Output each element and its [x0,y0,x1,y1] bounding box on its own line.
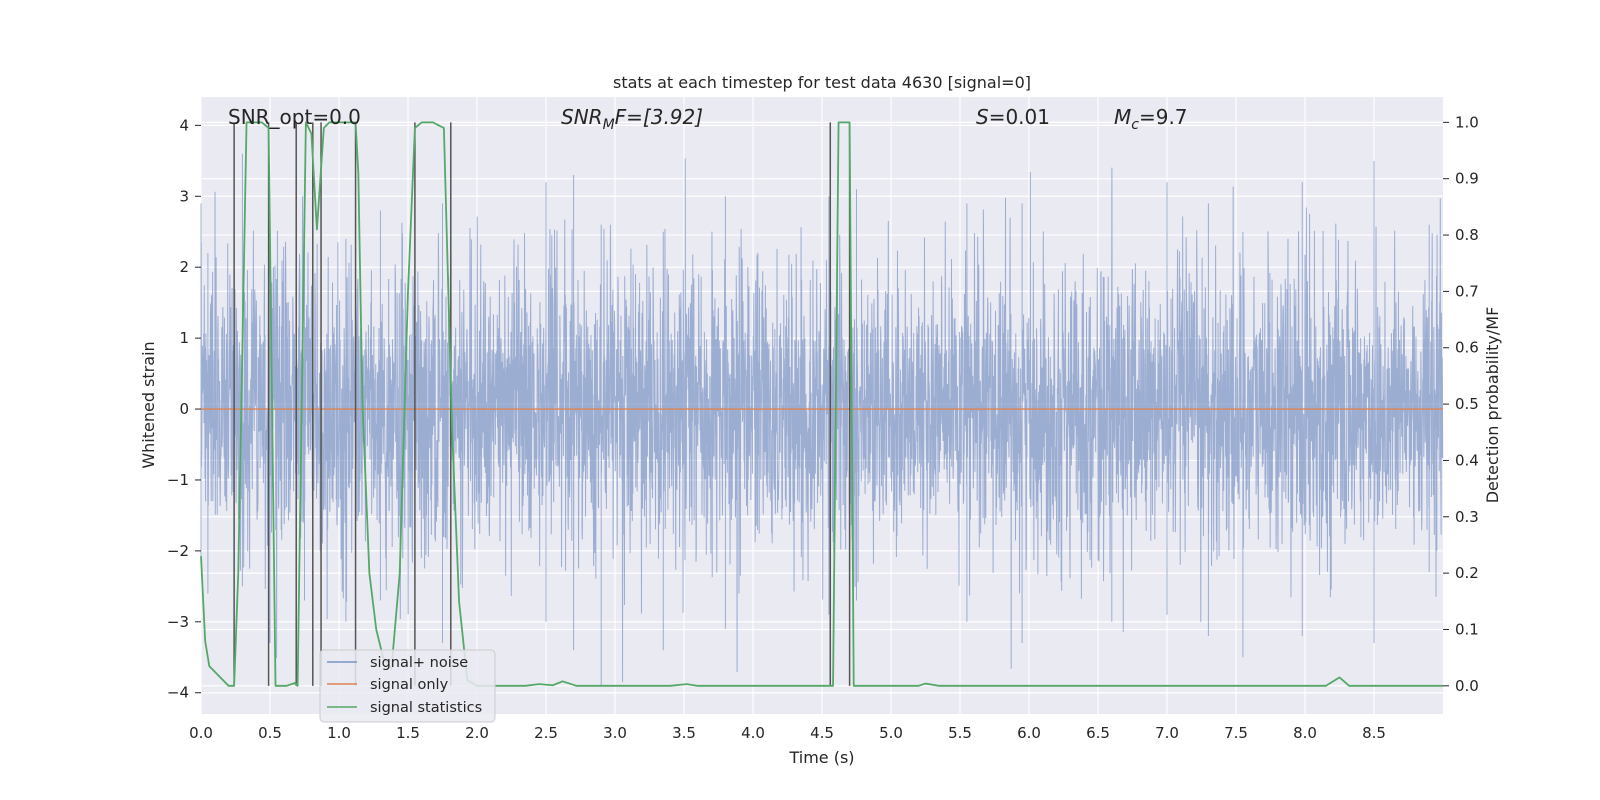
vertical-markers [233,122,851,686]
x-tick-label: 7.5 [1224,724,1248,742]
x-tick-label: 1.5 [396,724,420,742]
mc-value: =9.7 [1139,105,1188,129]
x-axis-ticks: 0.0 0.5 1.0 1.5 2.0 2.5 3.0 3.5 4.0 4.5 5.0 5.5 6.0 6… [189,724,1386,742]
x-tick-label: 3.0 [603,724,627,742]
x-axis-label: Time (s) [788,748,854,767]
y-right-tick-label: 0.4 [1455,451,1479,469]
y-right-tick-label: 0.5 [1455,395,1479,413]
x-tick-label: 3.5 [672,724,696,742]
x-tick-label: 6.0 [1017,724,1041,742]
y-left-tick-label: −2 [167,542,189,560]
y-axis-left-label: Whitened strain [139,341,158,468]
y-right-tick-label: 0.6 [1455,339,1479,357]
x-tick-label: 2.5 [534,724,558,742]
legend-entry-signal: signal only [370,677,449,693]
s-value: =0.01 [989,105,1050,129]
x-tick-label: 2.0 [465,724,489,742]
y-axis-right-label: Detection probability/MF [1483,307,1502,504]
mc-subscript: c [1131,117,1139,133]
x-tick-label: 4.5 [810,724,834,742]
y-right-tick-label: 0.1 [1455,620,1479,638]
x-tick-label: 0.0 [189,724,213,742]
y-left-tick-label: −1 [167,471,189,489]
x-tick-label: 0.5 [258,724,282,742]
y-left-tick-label: −3 [167,613,189,631]
x-tick-label: 4.0 [741,724,765,742]
y-left-tick-label: 3 [179,187,189,205]
y-left-tick-label: 2 [179,258,189,276]
snr-mf-value: F=[3.92] [615,105,703,129]
x-tick-label: 7.0 [1155,724,1179,742]
y-left-tick-label: 4 [179,116,189,134]
y-axis-right-ticks: 0.0 0.1 0.2 0.3 0.4 0.5 0.6 0.7 0.8 0.9 1.0 [1443,113,1479,695]
s-label: S [976,105,989,129]
mc-label: M [1114,105,1131,129]
snr-mf-label: SNR [561,105,603,129]
legend-entry-noise: signal+ noise [370,655,468,671]
x-tick-label: 8.0 [1293,724,1317,742]
y-axis-left-ticks: −4 −3 −2 −1 0 1 2 3 4 [167,116,201,702]
y-right-tick-label: 0.8 [1455,226,1479,244]
snr-opt-annotation: SNR_opt=0.0 [228,105,361,129]
x-tick-label: 1.0 [327,724,351,742]
y-right-tick-label: 0.2 [1455,564,1479,582]
chart-title: stats at each timestep for test data 463… [613,73,1031,92]
y-right-tick-label: 0.3 [1455,508,1479,526]
y-right-tick-label: 1.0 [1455,113,1479,131]
legend: signal+ noise signal only signal statist… [319,649,496,723]
snr-mf-annotation: SNRMF=[3.92] [561,105,703,133]
legend-box [319,649,496,723]
legend-entry-statistics: signal statistics [370,700,482,716]
y-right-tick-label: 0.7 [1455,282,1479,300]
x-tick-label: 8.5 [1362,724,1386,742]
mc-annotation: Mc=9.7 [1114,105,1188,133]
y-left-tick-label: −4 [167,684,189,702]
s-annotation: S=0.01 [976,105,1050,129]
x-tick-label: 5.0 [879,724,903,742]
signal-statistics-line [200,121,1443,687]
y-left-tick-label: 0 [179,400,189,418]
signal-statistics-series [200,121,1443,687]
x-tick-label: 6.5 [1086,724,1110,742]
x-tick-label: 5.5 [948,724,972,742]
y-right-tick-label: 0.0 [1455,677,1479,695]
y-right-tick-label: 0.9 [1455,170,1479,188]
snr-mf-subscript: M [603,117,615,133]
y-left-tick-label: 1 [179,329,189,347]
